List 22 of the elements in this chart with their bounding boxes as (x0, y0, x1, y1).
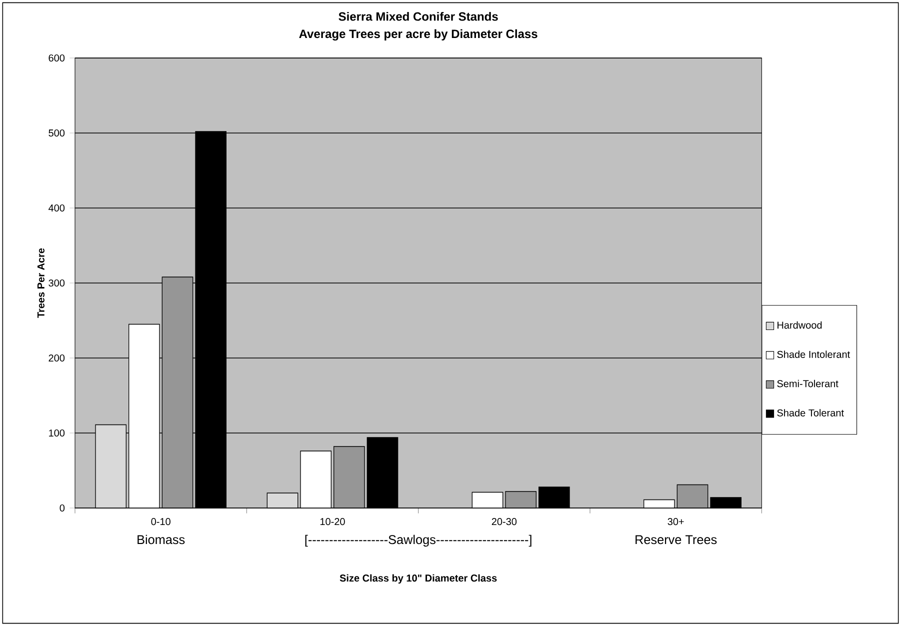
chart-subtitle: Average Trees per acre by Diameter Class (299, 29, 538, 41)
x-axis-title: Size Class by 10" Diameter Class (340, 574, 497, 584)
legend-label: Shade Intolerant (777, 350, 850, 358)
y-tick-label: 200 (48, 354, 65, 362)
x-tick-label: 0-10 (151, 518, 170, 526)
y-tick-label: 400 (48, 204, 65, 212)
y-tick-label: 300 (48, 279, 65, 287)
y-tick-label: 0 (60, 504, 65, 512)
x-tick-label: 20-30 (492, 518, 517, 526)
legend-label: Semi-Tolerant (777, 380, 838, 388)
x-tick-label: 30+ (668, 518, 684, 526)
y-tick-label: 600 (48, 54, 65, 62)
text: Reserve Trees (636, 535, 717, 544)
y-tick-label: 100 (49, 429, 65, 437)
chart-title: Sierra Mixed Conifer Stands (338, 12, 498, 21)
text: [-------------------Sawlogs----------------------] (305, 534, 532, 547)
legend-label: Shade Tolerant (777, 409, 844, 416)
y-tick-label: 500 (48, 129, 65, 137)
x-tick-label: 10-20 (320, 518, 345, 526)
text: Biomass (138, 534, 185, 544)
legend-label: Hardwood (778, 321, 822, 329)
y-axis-title: Trees Per Acre (37, 248, 44, 318)
